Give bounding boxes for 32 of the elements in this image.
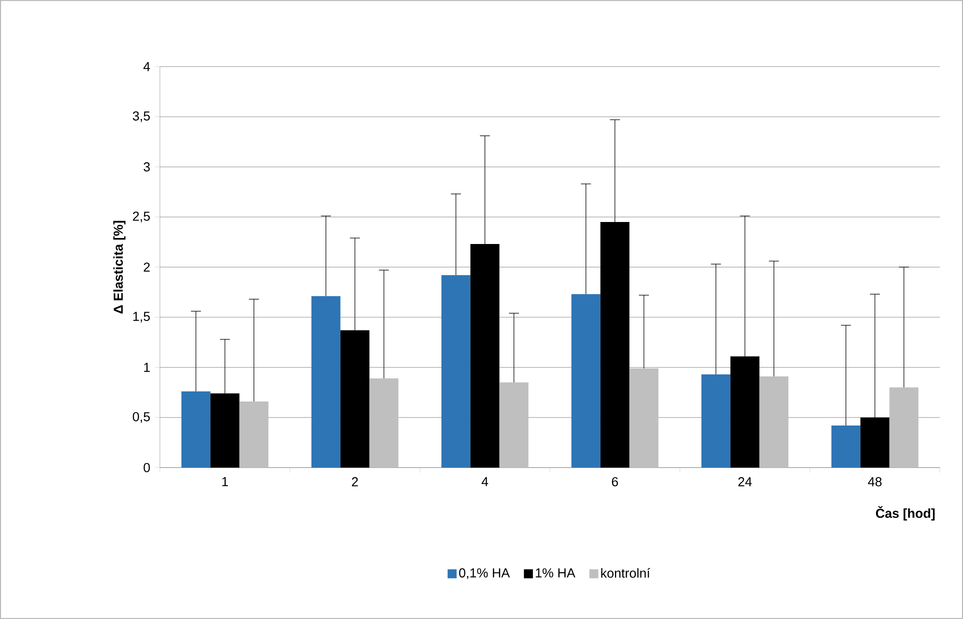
y-tick-label: 2,5	[132, 212, 150, 222]
legend-label: 0,1% HA	[459, 568, 510, 580]
x-tick-label: 1	[222, 477, 228, 486]
x-tick-label: 24	[738, 477, 752, 486]
bar	[499, 382, 528, 468]
bar	[181, 391, 210, 468]
bar	[369, 378, 398, 468]
y-tick-label: 1,5	[133, 312, 150, 323]
bar	[629, 368, 658, 468]
bar	[889, 387, 918, 468]
legend-label: kontrolní	[601, 568, 650, 578]
y-tick-label: 3,5	[132, 111, 150, 122]
y-tick-label: 1	[144, 362, 150, 372]
bar	[831, 426, 860, 468]
y-tick-label: 2	[144, 262, 150, 272]
bar	[441, 275, 470, 468]
y-axis-title: Δ Elasticita [%]	[113, 220, 126, 314]
y-tick-label: 4	[143, 62, 150, 72]
bar	[701, 374, 730, 468]
y-tick-label: 0,5	[132, 412, 150, 423]
x-tick-label: 48	[868, 477, 882, 486]
x-tick-label: 4	[482, 477, 488, 486]
bar	[571, 294, 600, 468]
bar	[311, 296, 340, 468]
x-axis-title: Čas [hod]	[876, 506, 935, 520]
y-tick-label: 0	[144, 463, 150, 472]
x-tick-label: 6	[612, 477, 618, 486]
legend-label: 1% HA	[536, 568, 576, 578]
y-tick-label: 3	[144, 162, 150, 172]
x-tick-label: 2	[352, 477, 358, 486]
bar	[239, 401, 268, 468]
bar	[759, 376, 788, 468]
